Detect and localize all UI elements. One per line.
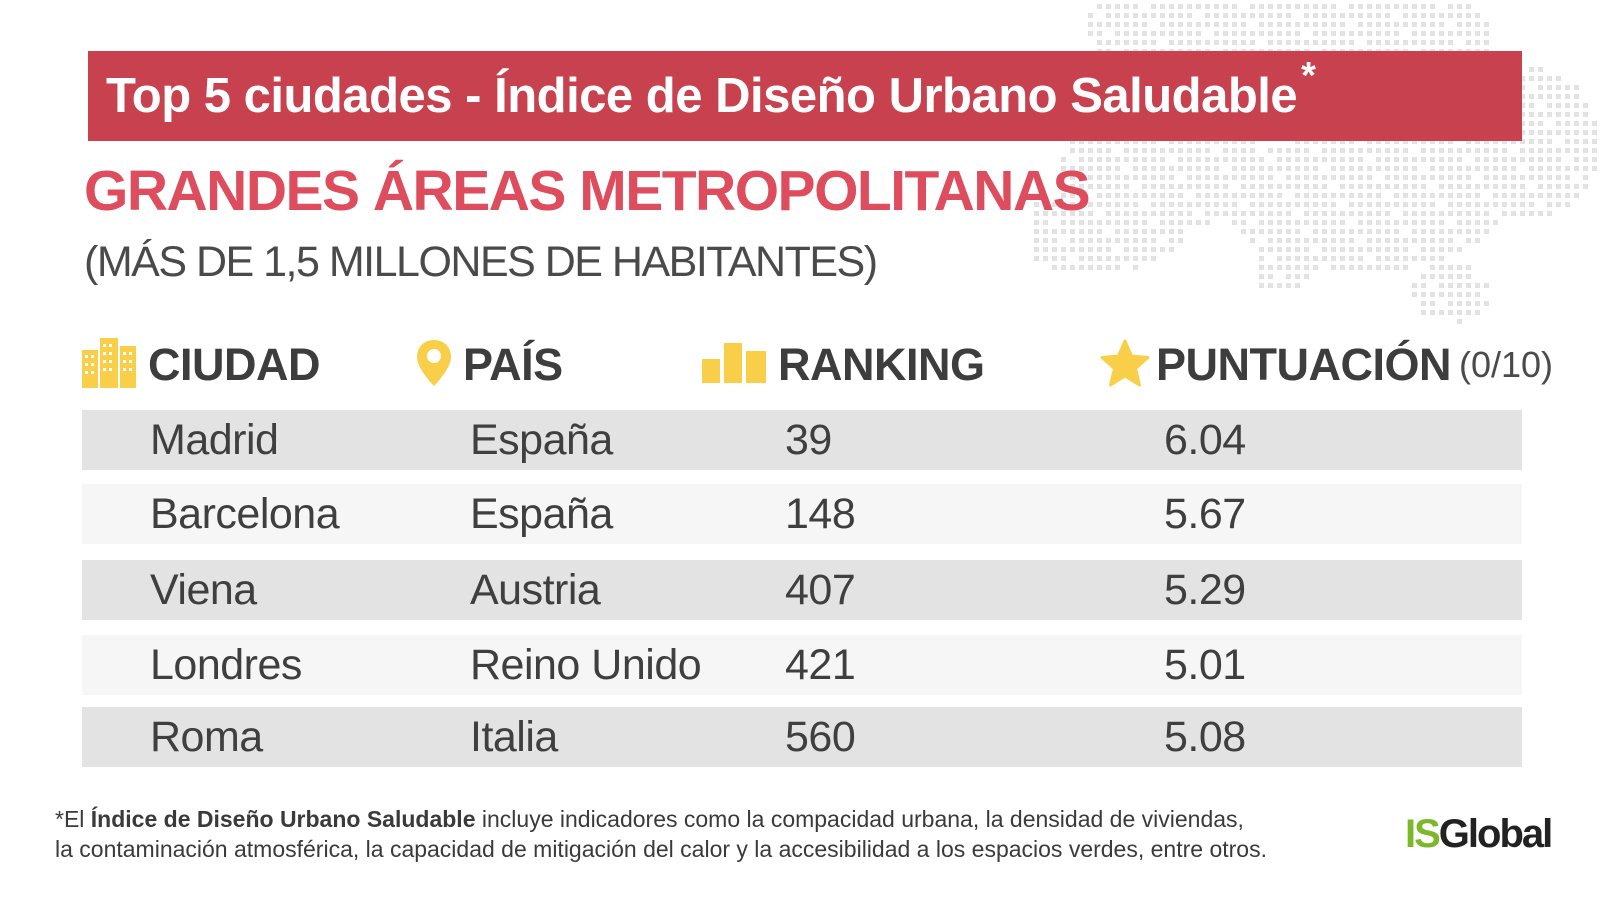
footnote: *El Índice de Diseño Urbano Saludable in… [55, 804, 1395, 864]
cell-ranking: 148 [785, 489, 856, 538]
logo-is: IS [1405, 812, 1441, 856]
isglobal-logo: ISGlobal [1405, 812, 1553, 857]
header-ranking-label: RANKING [778, 339, 985, 390]
table-row: Roma Italia 560 5.08 [82, 707, 1522, 767]
cell-puntuacion: 5.67 [1164, 489, 1246, 538]
header-puntuacion-label: PUNTUACIÓN [1156, 339, 1452, 390]
footnote-prefix: *El [55, 806, 91, 832]
header-pais: PAÍS [417, 335, 563, 395]
title-asterisk: * [1301, 54, 1316, 97]
cell-ciudad: Madrid [150, 415, 279, 464]
header-puntuacion-scale: (0/10) [1459, 344, 1554, 385]
cell-pais: Italia [470, 712, 558, 761]
header-ranking: RANKING [702, 335, 985, 395]
bar-chart-icon [702, 342, 766, 388]
header-ciudad: CIUDAD [82, 335, 321, 395]
cell-pais: España [470, 489, 613, 538]
cell-ranking: 560 [785, 712, 856, 761]
location-pin-icon [417, 339, 451, 391]
cell-puntuacion: 5.01 [1164, 640, 1246, 689]
cell-ciudad: Londres [150, 640, 302, 689]
header-puntuacion: PUNTUACIÓN (0/10) [1100, 335, 1553, 395]
footnote-line1: incluye indicadores como la compacidad u… [475, 806, 1244, 832]
category-heading: GRANDES ÁREAS METROPOLITANAS [84, 159, 1091, 223]
category-note: (MÁS DE 1,5 MILLONES DE HABITANTES) [84, 238, 878, 286]
cell-ranking: 407 [785, 565, 856, 614]
table-row: Madrid España 39 6.04 [82, 410, 1522, 470]
table-row: Londres Reino Unido 421 5.01 [82, 635, 1522, 695]
cell-ciudad: Barcelona [150, 489, 340, 538]
cell-puntuacion: 5.08 [1164, 712, 1246, 761]
table-row: Barcelona España 148 5.67 [82, 484, 1522, 544]
title-banner: Top 5 ciudades - Índice de Diseño Urbano… [88, 51, 1522, 141]
footnote-line2: la contaminación atmosférica, la capacid… [55, 836, 1267, 862]
star-icon [1100, 339, 1150, 392]
cell-ciudad: Viena [150, 565, 257, 614]
cell-puntuacion: 6.04 [1164, 415, 1246, 464]
buildings-icon [82, 337, 136, 393]
cell-ciudad: Roma [150, 712, 263, 761]
cell-pais: Reino Unido [470, 640, 702, 689]
header-ciudad-label: CIUDAD [148, 339, 321, 390]
dotted-world-map [1034, 4, 1597, 324]
logo-global: Global [1438, 812, 1553, 856]
cell-pais: Austria [470, 565, 601, 614]
table-row: Viena Austria 407 5.29 [82, 560, 1522, 620]
cell-puntuacion: 5.29 [1164, 565, 1246, 614]
page-title: Top 5 ciudades - Índice de Diseño Urbano… [106, 69, 1298, 123]
footnote-index-name: Índice de Diseño Urbano Saludable [90, 806, 476, 832]
table-header: CIUDAD PAÍS RANKING PUNTUACIÓN (0/10) [0, 335, 1600, 395]
cell-ranking: 39 [785, 415, 832, 464]
cell-ranking: 421 [785, 640, 856, 689]
header-pais-label: PAÍS [463, 339, 563, 390]
cell-pais: España [470, 415, 613, 464]
